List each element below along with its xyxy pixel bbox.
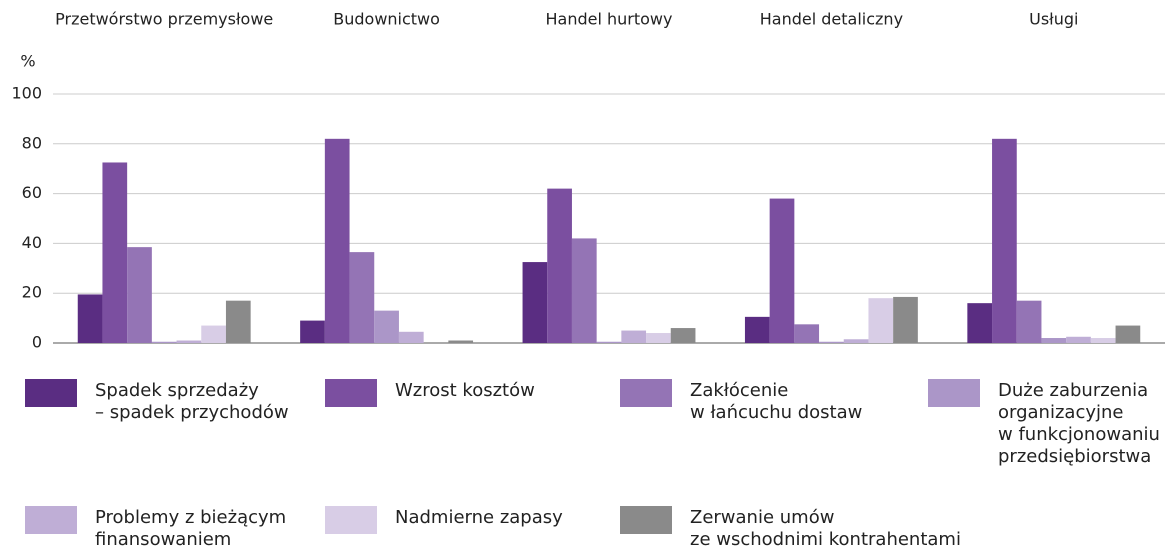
bar: [1090, 338, 1116, 343]
bar: [398, 331, 424, 343]
bar: [151, 341, 177, 343]
legend-swatch: [25, 506, 77, 534]
y-axis-label: %: [20, 52, 35, 71]
category-label: Handel detaliczny: [760, 10, 903, 29]
y-tick-label: 60: [22, 183, 42, 202]
bar: [127, 247, 152, 343]
bar: [596, 341, 622, 343]
bar: [967, 303, 993, 343]
bar: [744, 316, 770, 343]
y-tick-label: 20: [22, 283, 42, 302]
bar: [819, 341, 844, 343]
legend-swatch: [25, 379, 77, 407]
bar: [374, 310, 399, 343]
legend-label: Problemy z bieżącym finansowaniem: [95, 507, 287, 550]
legend-label: Wzrost kosztów: [395, 380, 535, 401]
legend-swatch: [620, 506, 672, 534]
legend-label: Zakłócenie w łańcuchu dostaw: [690, 380, 863, 423]
bar: [868, 298, 894, 343]
y-tick-label: 100: [11, 84, 42, 103]
bar: [992, 138, 1017, 343]
bar: [794, 324, 820, 343]
legend-swatch: [620, 379, 672, 407]
bar: [670, 328, 696, 343]
y-tick-label: 0: [32, 333, 42, 352]
bar: [176, 340, 202, 343]
bar: [1016, 300, 1042, 343]
y-tick-label: 40: [22, 233, 42, 252]
legend-label: Spadek sprzedaży – spadek przychodów: [95, 380, 289, 423]
bar: [77, 294, 103, 343]
category-label: Budownictwo: [333, 10, 440, 29]
legend-swatch: [325, 379, 377, 407]
y-tick-label: 80: [22, 133, 42, 152]
bar: [1041, 338, 1067, 343]
bar: [300, 320, 325, 343]
category-label: Przetwórstwo przemysłowe: [55, 10, 273, 29]
bar: [571, 238, 597, 343]
legend-label: Zerwanie umów ze wschodnimi kontrahentam…: [690, 507, 961, 550]
legend-swatch: [928, 379, 980, 407]
legend-label: Duże zaburzenia organizacyjne w funkcjon…: [998, 380, 1160, 467]
bar: [324, 138, 350, 343]
bar: [646, 333, 671, 343]
bar: [893, 296, 918, 343]
bar: [1066, 336, 1091, 343]
bar: [102, 162, 128, 343]
bar: [843, 339, 869, 343]
bar: [349, 252, 375, 343]
bar: [522, 262, 548, 343]
bar: [1115, 325, 1141, 343]
bar: [201, 325, 226, 343]
bar: [547, 188, 572, 343]
category-label: Handel hurtowy: [546, 10, 673, 29]
bar: [448, 340, 474, 343]
bar: [225, 300, 251, 343]
bar: [621, 330, 647, 343]
legend-label: Nadmierne zapasy: [395, 507, 563, 528]
bar: [769, 198, 795, 343]
legend-swatch: [325, 506, 377, 534]
category-label: Usługi: [1029, 10, 1078, 29]
